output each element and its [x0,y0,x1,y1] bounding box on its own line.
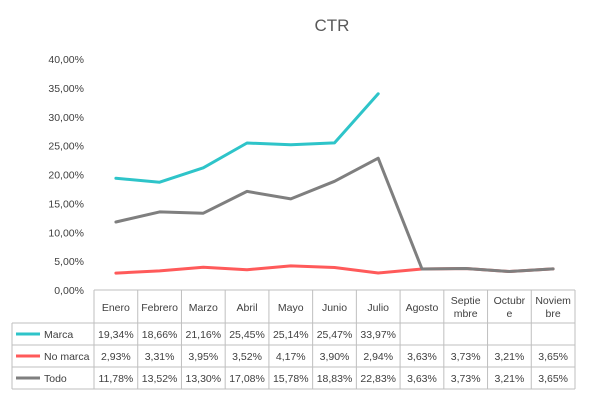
legend-label: Todo [44,373,67,385]
chart-title: CTR [315,16,350,35]
x-tick-label: Febrero [141,302,178,314]
data-label: 22,83% [360,373,396,385]
data-label: 3,90% [320,351,350,363]
x-tick-label: mbre [454,308,478,320]
data-label: 15,78% [273,373,309,385]
x-tick-label: Junio [322,302,347,314]
data-label: 17,08% [229,373,265,385]
data-label: 3,95% [188,351,218,363]
series-line-todo [114,156,555,273]
x-tick-label: Octubr [494,295,526,307]
data-label: 25,14% [273,329,309,341]
x-tick-label: e [506,308,512,320]
data-table: Enero Febrero Marzo Abril Mayo Junio Julio Agos… [11,289,576,390]
y-tick-label: 10,00% [48,227,84,239]
y-tick-label: 15,00% [48,198,84,210]
x-tick-label: bre [546,308,561,320]
y-tick-label: 20,00% [48,170,84,182]
data-label: 3,63% [407,373,437,385]
x-tick-label: Septie [451,295,481,307]
data-label: 13,30% [186,373,222,385]
data-label: 3,73% [451,351,481,363]
data-label: 4,17% [276,351,306,363]
y-tick-label: 25,00% [48,141,84,153]
series-lines [114,92,555,275]
x-tick-label: Abril [237,302,258,314]
data-label: 13,52% [142,373,178,385]
legend-label: No marca [44,351,90,363]
y-tick-label: 30,00% [48,112,84,124]
x-tick-label: Marzo [189,302,218,314]
data-label: 33,97% [360,329,396,341]
x-tick-label: Mayo [278,302,304,314]
data-label: 3,65% [538,373,568,385]
y-axis: 0,00% 5,00% 10,00% 15,00% 20,00% 25,00% 30,00%… [48,54,84,297]
x-tick-label: Enero [102,302,130,314]
data-label: 2,94% [363,351,393,363]
data-label: 25,45% [229,329,265,341]
data-label: 21,16% [186,329,222,341]
data-label: 3,65% [538,351,568,363]
data-label: 3,21% [495,373,525,385]
y-tick-label: 40,00% [48,54,84,66]
y-tick-label: 35,00% [48,83,84,95]
data-label: 25,47% [317,329,353,341]
data-label: 11,78% [98,373,133,385]
data-label: 19,34% [98,329,134,341]
data-label: 18,83% [317,373,353,385]
data-label: 2,93% [101,351,131,363]
y-tick-label: 0,00% [54,285,84,297]
series-line-marca [114,92,380,184]
data-label: 3,52% [232,351,262,363]
data-label: 3,63% [407,351,437,363]
data-label: 3,21% [495,351,525,363]
y-tick-label: 5,00% [54,256,84,268]
x-tick-label: Julio [367,302,389,314]
data-label: 18,66% [142,329,178,341]
x-tick-label: Noviem [535,295,571,307]
legend-label: Marca [44,329,73,341]
data-label: 3,31% [145,351,175,363]
x-tick-label: Agosto [406,302,439,314]
data-label: 3,73% [451,373,481,385]
